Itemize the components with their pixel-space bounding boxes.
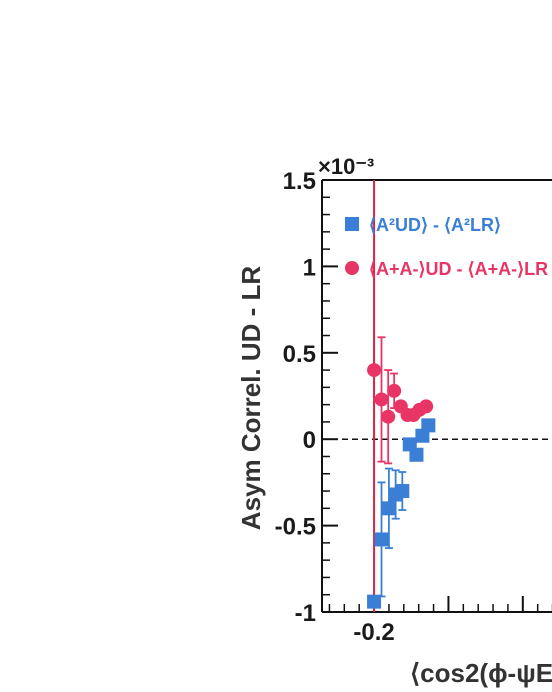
data-point-circle	[381, 409, 396, 424]
y-tick-label: 1.5	[283, 168, 316, 195]
y-axis-title: Asym Correl. UD - LR	[236, 266, 266, 531]
legend-marker-circle	[345, 261, 359, 275]
data-point-square	[421, 418, 436, 433]
legend: ⟨A²UD⟩ - ⟨A²LR⟩ ⟨A+A-⟩UD - ⟨A+A-⟩LR	[345, 215, 548, 279]
data-point-square	[409, 447, 424, 462]
legend-label: ⟨A²UD⟩ - ⟨A²LR⟩	[369, 215, 501, 235]
data-point-circle	[387, 383, 402, 398]
data-point-square	[395, 484, 410, 499]
data-point-square	[367, 594, 382, 609]
chart-labels: -1 -0.5 0 0.5 1 1.5 -0.2 Asym Correl. UD - LR ⟨c…	[236, 154, 552, 688]
data-point-square	[381, 501, 396, 516]
y-tick-label: -0.5	[275, 514, 316, 541]
legend-label: ⟨A+A-⟩UD - ⟨A+A-⟩LR	[369, 259, 548, 279]
axes	[321, 179, 552, 613]
x-axis-title: ⟨cos2(ϕ-ψEP)⟩	[410, 658, 552, 688]
x-tick-label: -0.2	[353, 619, 394, 646]
data-point-circle	[367, 363, 382, 378]
legend-marker-square	[345, 217, 359, 231]
data-point-square	[374, 532, 389, 547]
y-exponent-label: ×10⁻³	[318, 154, 374, 179]
y-tick-label: -1	[295, 600, 316, 627]
chart-marks	[367, 336, 436, 609]
data-point-circle	[374, 392, 389, 407]
data-point-circle	[419, 399, 434, 414]
y-tick-label: 0.5	[283, 341, 316, 368]
y-tick-label: 1	[303, 254, 316, 281]
y-tick-label: 0	[303, 427, 316, 454]
